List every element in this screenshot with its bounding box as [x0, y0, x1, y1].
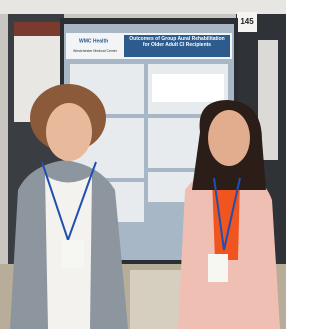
left-poster-header [14, 22, 62, 36]
photo: 145 WMC Health Westchester Medical Cente… [0, 0, 286, 329]
left-face [46, 103, 92, 161]
title-box: Outcomes of Group Aural Rehabilitation f… [126, 36, 228, 56]
badge [62, 240, 84, 268]
poster-number: 145 [240, 17, 254, 26]
chart-panel [152, 74, 224, 102]
badge [208, 254, 228, 282]
poster-title: Outcomes of Group Aural Rehabilitation f… [126, 36, 228, 48]
logo: WMC Health [79, 38, 108, 44]
institution: Westchester Medical Center [73, 49, 118, 53]
ceiling [0, 0, 286, 14]
right-face [208, 110, 250, 166]
